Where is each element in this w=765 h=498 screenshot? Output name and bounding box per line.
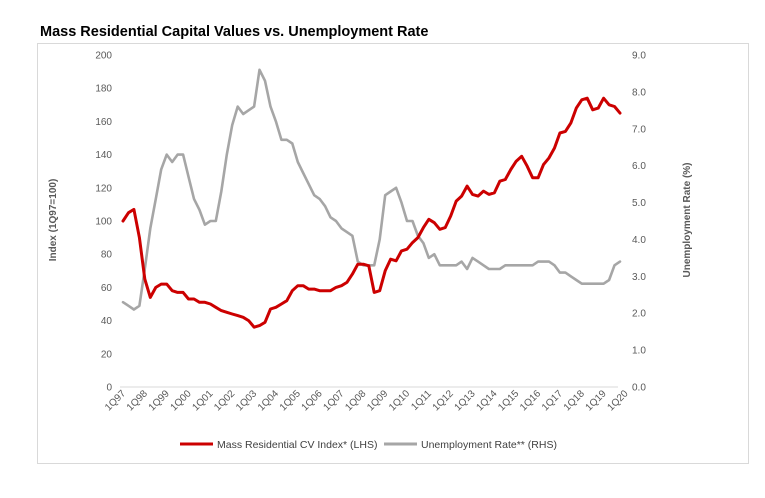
chart-title: Mass Residential Capital Values vs. Unem… xyxy=(40,24,429,40)
x-tick-label: 1Q99 xyxy=(147,388,172,413)
x-tick-label: 1Q14 xyxy=(474,388,499,413)
right-tick-label: 4.0 xyxy=(632,235,646,246)
left-axis-title: Index (1Q97=100) xyxy=(48,179,59,262)
right-tick-label: 9.0 xyxy=(632,51,646,62)
x-tick-label: 1Q08 xyxy=(343,388,368,413)
x-tick-label: 1Q09 xyxy=(365,388,390,413)
x-axis-ticks: 1Q971Q981Q991Q001Q011Q021Q031Q041Q051Q06… xyxy=(103,388,631,413)
x-tick-label: 1Q05 xyxy=(278,388,303,413)
x-tick-label: 1Q07 xyxy=(322,388,347,413)
right-tick-label: 8.0 xyxy=(632,87,646,98)
right-tick-label: 1.0 xyxy=(632,346,646,357)
legend: Mass Residential CV Index* (LHS) Unemplo… xyxy=(180,439,557,451)
legend-label-cv-index: Mass Residential CV Index* (LHS) xyxy=(217,439,377,451)
right-axis-title: Unemployment Rate (%) xyxy=(682,162,693,277)
x-tick-label: 1Q13 xyxy=(453,388,478,413)
x-tick-label: 1Q18 xyxy=(562,388,587,413)
right-axis-ticks: 0.0 1.0 2.0 3.0 4.0 5.0 6.0 7.0 8.0 9.0 xyxy=(632,51,646,394)
series-group xyxy=(121,68,622,329)
right-tick-label: 2.0 xyxy=(632,309,646,320)
left-tick-label: 80 xyxy=(101,250,113,261)
right-tick-label: 5.0 xyxy=(632,198,646,209)
x-tick-label: 1Q06 xyxy=(300,388,325,413)
x-tick-label: 1Q98 xyxy=(125,388,150,413)
left-tick-label: 60 xyxy=(101,283,113,294)
right-tick-label: 7.0 xyxy=(632,124,646,135)
right-tick-label: 3.0 xyxy=(632,272,646,283)
right-tick-label: 0.0 xyxy=(632,383,646,394)
left-axis-ticks: 0 20 40 60 80 100 120 140 160 180 200 xyxy=(95,51,112,394)
x-tick-label: 1Q17 xyxy=(540,388,565,413)
left-tick-label: 200 xyxy=(95,51,112,62)
right-tick-label: 6.0 xyxy=(632,161,646,172)
x-tick-label: 1Q15 xyxy=(496,388,521,413)
x-tick-label: 1Q16 xyxy=(518,388,543,413)
left-tick-label: 180 xyxy=(95,84,112,95)
left-tick-label: 100 xyxy=(95,217,112,228)
series-line-cv-index xyxy=(121,96,622,329)
x-tick-label: 1Q12 xyxy=(431,388,456,413)
left-tick-label: 160 xyxy=(95,117,112,128)
x-tick-label: 1Q02 xyxy=(212,388,237,413)
x-tick-label: 1Q11 xyxy=(409,388,434,413)
x-tick-label: 1Q01 xyxy=(190,388,215,413)
x-tick-label: 1Q20 xyxy=(606,388,631,413)
left-tick-label: 40 xyxy=(101,316,113,327)
legend-label-unemployment: Unemployment Rate** (RHS) xyxy=(421,439,557,451)
series-line-unemployment xyxy=(121,68,622,311)
x-tick-label: 1Q04 xyxy=(256,388,281,413)
left-tick-label: 20 xyxy=(101,349,113,360)
x-tick-label: 1Q00 xyxy=(169,388,194,413)
left-tick-label: 120 xyxy=(95,183,112,194)
x-tick-label: 1Q19 xyxy=(584,388,609,413)
x-tick-label: 1Q03 xyxy=(234,388,259,413)
left-tick-label: 140 xyxy=(95,150,112,161)
x-tick-label: 1Q10 xyxy=(387,388,412,413)
chart-frame xyxy=(37,43,749,464)
left-tick-label: 0 xyxy=(106,383,112,394)
